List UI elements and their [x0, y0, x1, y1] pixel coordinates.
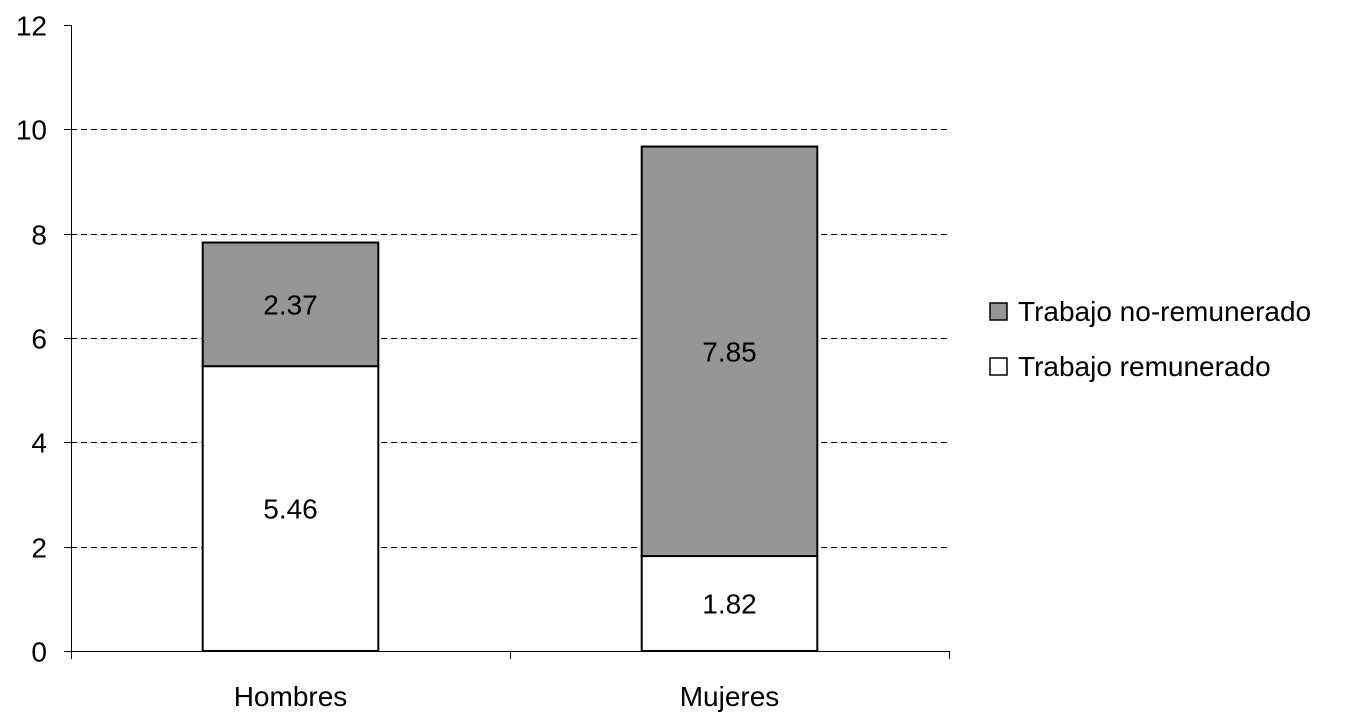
- y-tick-label: 8: [31, 220, 47, 251]
- x-tick-label: Mujeres: [680, 681, 780, 712]
- y-tick-label: 10: [16, 115, 47, 146]
- y-tick-label: 12: [16, 11, 47, 42]
- axes: 0 2 4 6 8 10 12 Hombres Mujeres: [16, 11, 950, 712]
- legend-entry: Trabajo remunerado: [1018, 351, 1271, 382]
- x-tick-label: Hombres: [234, 681, 348, 712]
- legend-entry: Trabajo no-remunerado: [1018, 296, 1311, 327]
- y-tick-label: 0: [31, 637, 47, 668]
- legend: Trabajo no-remunerado Trabajo remunerado: [989, 296, 1311, 382]
- bar-hombres-series-0: [201, 365, 380, 652]
- legend-swatch: [989, 357, 1008, 376]
- bar-mujeres-series-0: [640, 555, 819, 652]
- y-tick-label: 6: [31, 324, 47, 355]
- data-label: 2.37: [263, 289, 318, 320]
- bar-hombres-series-1: [201, 241, 380, 368]
- y-tick-label: 2: [31, 533, 47, 564]
- data-label: 1.82: [702, 589, 757, 620]
- bars: 5.46 2.37 1.82 7.85: [201, 145, 819, 652]
- data-label: 7.85: [702, 336, 757, 367]
- data-label: 5.46: [263, 494, 318, 525]
- y-tick-label: 4: [31, 428, 47, 459]
- bar-mujeres-series-1: [640, 145, 819, 558]
- legend-swatch: [989, 302, 1008, 321]
